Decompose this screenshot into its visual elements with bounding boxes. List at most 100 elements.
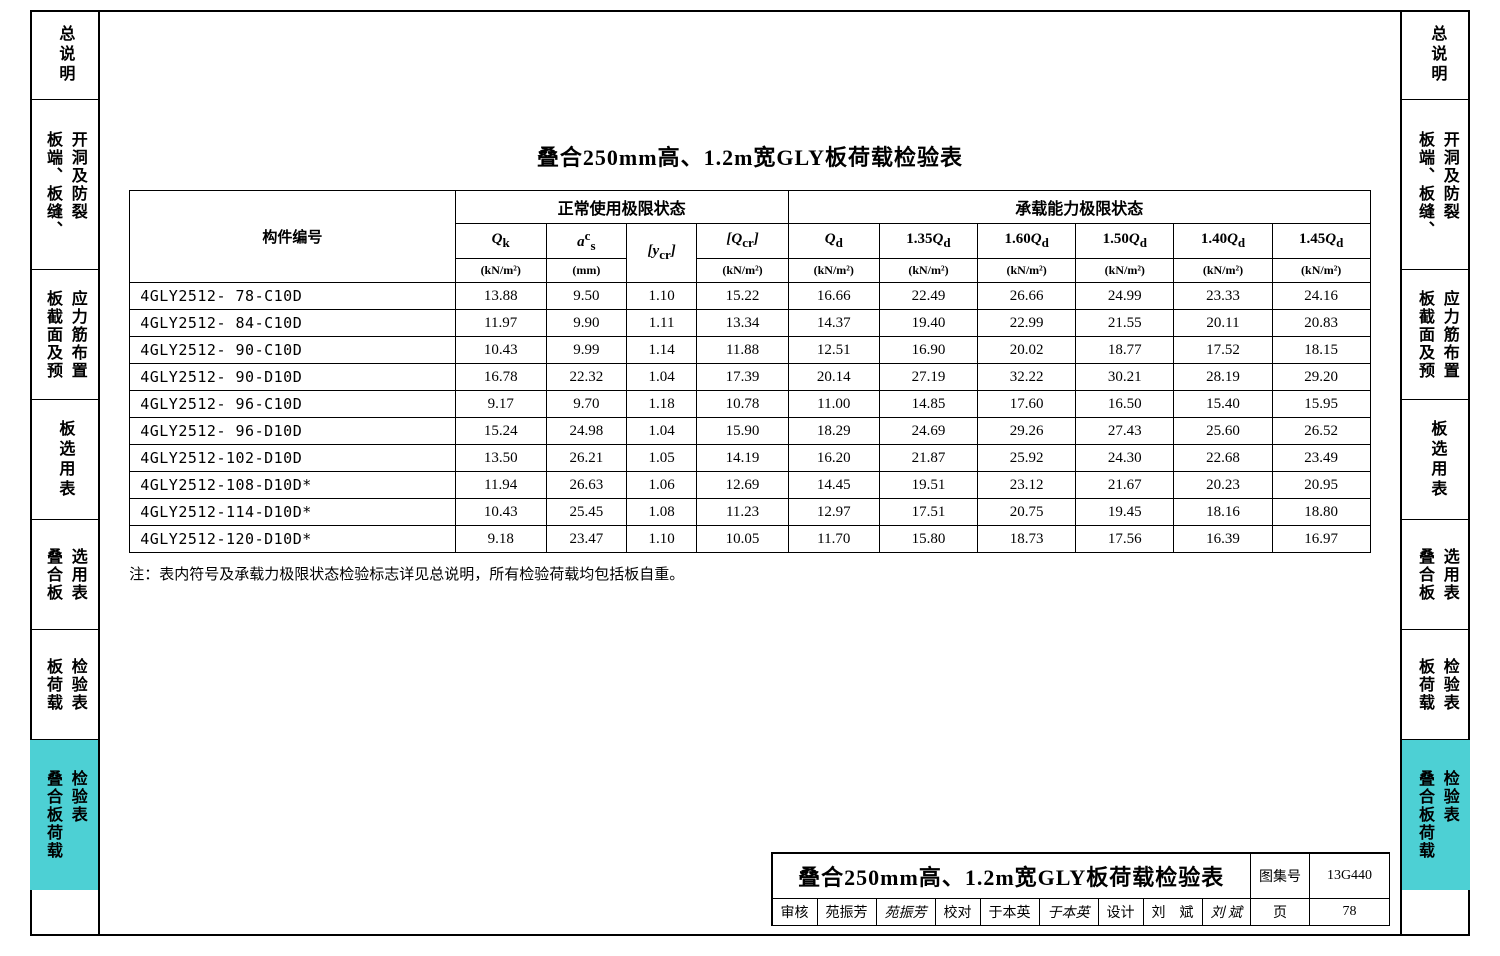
tab-label: 叠合板荷载	[41, 770, 62, 860]
cell-name: 4GLY2512- 84-C10D	[130, 310, 455, 337]
tab-label: 总说明	[54, 25, 75, 85]
cell-value: 24.30	[1076, 445, 1174, 472]
cell-value: 17.51	[879, 499, 977, 526]
cell-value: 26.52	[1272, 418, 1370, 445]
col-unit: (kN/m²)	[879, 259, 977, 283]
col-unit: (kN/m²)	[697, 259, 788, 283]
cell-value: 1.18	[626, 391, 697, 418]
col-unit: (kN/m²)	[455, 259, 546, 283]
cell-value: 14.37	[788, 310, 879, 337]
cell-value: 16.39	[1174, 526, 1272, 553]
tab-label: 应力筋布置	[1438, 290, 1459, 380]
side-tab: 板截面及预应力筋布置	[1402, 270, 1470, 400]
cell-value: 25.60	[1174, 418, 1272, 445]
cell-value: 17.39	[697, 364, 788, 391]
cell-value: 16.97	[1272, 526, 1370, 553]
cell-value: 21.87	[879, 445, 977, 472]
cell-value: 1.11	[626, 310, 697, 337]
check-name: 于本英	[980, 899, 1039, 926]
cell-value: 11.70	[788, 526, 879, 553]
col-header: 1.35Qd	[879, 224, 977, 259]
col-header: Qd	[788, 224, 879, 259]
cell-value: 21.67	[1076, 472, 1174, 499]
cell-value: 23.49	[1272, 445, 1370, 472]
cell-name: 4GLY2512-102-D10D	[130, 445, 455, 472]
cell-value: 15.22	[697, 283, 788, 310]
cell-value: 16.90	[879, 337, 977, 364]
col-group-uls: 承载能力极限状态	[788, 191, 1370, 224]
side-tabs-left: 总说明板端、板缝、开洞及防裂板截面及预应力筋布置板选用表叠合板选用表板荷载检验表…	[30, 10, 100, 936]
check-label: 校对	[935, 899, 980, 926]
page-value: 78	[1310, 899, 1390, 926]
col-header: 1.50Qd	[1076, 224, 1174, 259]
page-label: 页	[1251, 899, 1310, 926]
side-tab: 叠合板荷载检验表	[1402, 740, 1470, 890]
cell-value: 26.21	[546, 445, 626, 472]
design-sig: 刘 斌	[1202, 899, 1251, 926]
cell-value: 9.70	[546, 391, 626, 418]
cell-name: 4GLY2512- 96-C10D	[130, 391, 455, 418]
cell-value: 24.99	[1076, 283, 1174, 310]
cell-value: 17.56	[1076, 526, 1174, 553]
cell-value: 15.80	[879, 526, 977, 553]
cell-value: 9.18	[455, 526, 546, 553]
tab-label: 检验表	[66, 770, 87, 860]
atlas-label: 图集号	[1251, 854, 1310, 899]
cell-value: 27.19	[879, 364, 977, 391]
table-row: 4GLY2512- 90-D10D16.7822.321.0417.3920.1…	[130, 364, 1371, 391]
tab-label: 叠合板荷载	[1413, 770, 1434, 860]
cell-value: 18.77	[1076, 337, 1174, 364]
col-header: 1.45Qd	[1272, 224, 1370, 259]
cell-value: 1.10	[626, 283, 697, 310]
review-label: 审核	[772, 899, 817, 926]
cell-value: 20.75	[978, 499, 1076, 526]
cell-value: 9.50	[546, 283, 626, 310]
cell-value: 26.63	[546, 472, 626, 499]
side-tab: 板截面及预应力筋布置	[30, 270, 98, 400]
cell-value: 15.40	[1174, 391, 1272, 418]
cell-value: 16.50	[1076, 391, 1174, 418]
col-header: 1.60Qd	[978, 224, 1076, 259]
cell-value: 1.08	[626, 499, 697, 526]
cell-value: 1.04	[626, 418, 697, 445]
side-tab: 板选用表	[30, 400, 98, 520]
cell-value: 20.83	[1272, 310, 1370, 337]
col-unit: (kN/m²)	[1272, 259, 1370, 283]
cell-value: 16.20	[788, 445, 879, 472]
tab-label: 选用表	[1438, 548, 1459, 602]
cell-value: 14.85	[879, 391, 977, 418]
col-header: Qk	[455, 224, 546, 259]
content-area: 叠合250mm高、1.2m宽GLY板荷载检验表 构件编号正常使用极限状态承载能力…	[110, 20, 1390, 926]
cell-value: 18.16	[1174, 499, 1272, 526]
side-tab: 总说明	[1402, 10, 1470, 100]
side-tab: 叠合板选用表	[1402, 520, 1470, 630]
tab-label: 应力筋布置	[66, 290, 87, 380]
cell-value: 32.22	[978, 364, 1076, 391]
tab-label: 板荷载	[1413, 658, 1434, 712]
cell-value: 11.88	[697, 337, 788, 364]
side-tab: 叠合板荷载检验表	[30, 740, 98, 890]
col-unit: (kN/m²)	[978, 259, 1076, 283]
cell-value: 29.26	[978, 418, 1076, 445]
cell-value: 9.17	[455, 391, 546, 418]
table-row: 4GLY2512-114-D10D*10.4325.451.0811.2312.…	[130, 499, 1371, 526]
tab-label: 开洞及防裂	[1438, 131, 1459, 239]
col-unit: (mm)	[546, 259, 626, 283]
cell-value: 12.69	[697, 472, 788, 499]
cell-value: 9.90	[546, 310, 626, 337]
cell-value: 10.05	[697, 526, 788, 553]
side-tab: 板荷载检验表	[30, 630, 98, 740]
table-row: 4GLY2512-102-D10D13.5026.211.0514.1916.2…	[130, 445, 1371, 472]
cell-value: 23.47	[546, 526, 626, 553]
cell-value: 18.29	[788, 418, 879, 445]
title-block-title: 叠合250mm高、1.2m宽GLY板荷载检验表	[772, 854, 1251, 899]
cell-value: 18.80	[1272, 499, 1370, 526]
cell-value: 13.34	[697, 310, 788, 337]
cell-name: 4GLY2512- 96-D10D	[130, 418, 455, 445]
data-table: 构件编号正常使用极限状态承载能力极限状态Qkacs[ycr][Qcr]Qd1.3…	[129, 190, 1371, 553]
cell-value: 27.43	[1076, 418, 1174, 445]
cell-value: 15.95	[1272, 391, 1370, 418]
table-row: 4GLY2512- 78-C10D13.889.501.1015.2216.66…	[130, 283, 1371, 310]
review-name: 苑振芳	[817, 899, 876, 926]
tab-label: 开洞及防裂	[66, 131, 87, 239]
